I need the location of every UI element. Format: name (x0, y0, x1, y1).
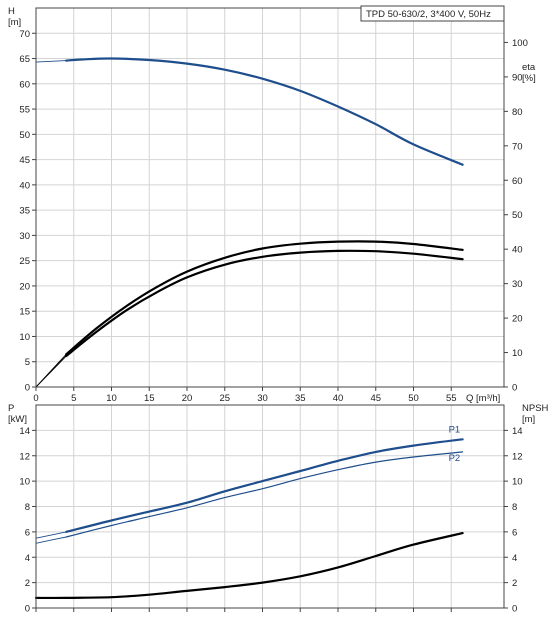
top-x-tick-label: 5 (71, 393, 76, 404)
bottom-right-tick-label: 6 (512, 527, 517, 538)
top-right-tick-label: 40 (512, 245, 523, 256)
bottom-left-tick-label: 12 (19, 451, 30, 462)
top-right-tick-label: 90 (512, 72, 523, 83)
top-left-tick-label: 15 (19, 307, 30, 318)
bottom-series-1-extension (35, 536, 67, 544)
top-right-tick-label: 10 (512, 348, 523, 359)
top-axes (32, 7, 508, 391)
top-right-tick-label: 30 (512, 279, 523, 290)
top-right-tick-label: 80 (512, 107, 523, 118)
top-grid (36, 8, 504, 387)
bottom-curves (34, 438, 464, 600)
top-series-0-extension (35, 60, 67, 63)
top-x-tick-label: 45 (370, 393, 381, 404)
bottom-left-tick-label: 2 (25, 578, 30, 589)
top-right-tick-label: 100 (512, 38, 528, 49)
bottom-left-tick-label: 10 (19, 477, 30, 488)
top-curves (35, 57, 464, 388)
top-left-tick-label: 0 (25, 383, 30, 394)
bottom-y2label-unit: [m] (522, 414, 535, 425)
top-y2label-unit: [%] (522, 73, 536, 84)
bottom-series-label-p2: P2 (449, 453, 461, 464)
bottom-right-tick-label: 10 (512, 477, 523, 488)
top-left-tick-label: 30 (19, 231, 30, 242)
chart-title: TPD 50-630/2, 3*400 V, 50Hz (366, 9, 491, 20)
top-left-tick-label: 50 (19, 130, 30, 141)
top-x-tick-label: 30 (257, 393, 268, 404)
top-right-tick-label: 20 (512, 314, 523, 325)
bottom-series-0-line (65, 438, 464, 533)
top-right-tick-label: 60 (512, 176, 523, 187)
top-x-tick-label: 10 (106, 393, 117, 404)
top-left-tick-label: 65 (19, 54, 30, 65)
top-labels: 0510152025303540455055606570010203040506… (8, 5, 536, 404)
bottom-grid (36, 405, 504, 608)
top-left-tick-label: 10 (19, 332, 30, 343)
top-x-tick-label: 20 (182, 393, 193, 404)
bottom-left-tick-label: 14 (19, 426, 30, 437)
top-series-0-line (65, 57, 464, 166)
top-right-tick-label: 70 (512, 141, 523, 152)
bottom-left-tick-label: 6 (25, 527, 30, 538)
top-left-tick-label: 5 (25, 357, 30, 368)
top-x-tick-label: 50 (408, 393, 419, 404)
bottom-left-tick-label: 4 (25, 553, 30, 564)
top-y2label: eta (522, 62, 536, 73)
bottom-series-label-p1: P1 (449, 424, 461, 435)
top-x-tick-label: 15 (144, 393, 155, 404)
bottom-series-2-line (34, 532, 464, 600)
top-left-tick-label: 45 (19, 155, 30, 166)
top-x-tick-label: 0 (33, 393, 38, 404)
top-x-tick-label: 25 (219, 393, 230, 404)
top-x-tick-label: 40 (333, 393, 344, 404)
top-right-tick-label: 0 (512, 383, 517, 394)
top-left-tick-label: 60 (19, 79, 30, 90)
title-box (360, 5, 505, 22)
top-series-1-line (65, 240, 464, 356)
top-series-2-extension (35, 355, 67, 388)
top-left-tick-label: 40 (19, 180, 30, 191)
top-ylabel-unit: [m] (8, 17, 21, 28)
bottom-right-tick-label: 12 (512, 451, 523, 462)
top-left-tick-label: 35 (19, 206, 30, 217)
top-x-tick-label: 35 (295, 393, 306, 404)
bottom-right-tick-label: 4 (512, 553, 517, 564)
top-series-2-line (65, 249, 464, 358)
bottom-series-1-line (65, 451, 464, 538)
top-left-tick-label: 55 (19, 105, 30, 116)
bottom-ylabel: P (8, 403, 14, 414)
bottom-axes (32, 404, 508, 612)
bottom-right-tick-label: 2 (512, 578, 517, 589)
bottom-ylabel-unit: [kW] (8, 414, 27, 425)
top-xlabel: Q [m³/h] (466, 393, 500, 404)
power-npsh-panel: 0 2 4 6 8 10 12 14 0 2 4 6 8 10 12 14 P[kW] NPSH[m] P1 P2 (8, 403, 549, 615)
bottom-y2label: NPSH (522, 403, 549, 414)
bottom-left-tick-label: 8 (25, 502, 30, 513)
top-left-tick-label: 25 (19, 256, 30, 267)
bottom-labels: 0 2 4 6 8 10 12 14 0 2 4 6 8 10 12 14 P[kW] NPSH[m] P1 P2 (8, 403, 549, 615)
bottom-left-tick-label: 0 (25, 604, 30, 615)
top-ylabel: H (8, 6, 15, 17)
top-right-tick-label: 50 (512, 210, 523, 221)
bottom-series-0-extension (35, 531, 67, 539)
top-x-tick-label: 55 (446, 393, 457, 404)
top-frame (35, 7, 505, 388)
bottom-right-tick-label: 8 (512, 502, 517, 513)
top-left-tick-label: 70 (19, 29, 30, 40)
bottom-right-tick-label: 14 (512, 426, 523, 437)
head-efficiency-panel: 0510152025303540455055606570010203040506… (8, 5, 536, 404)
bottom-right-tick-label: 0 (512, 604, 517, 615)
top-left-tick-label: 20 (19, 281, 30, 292)
